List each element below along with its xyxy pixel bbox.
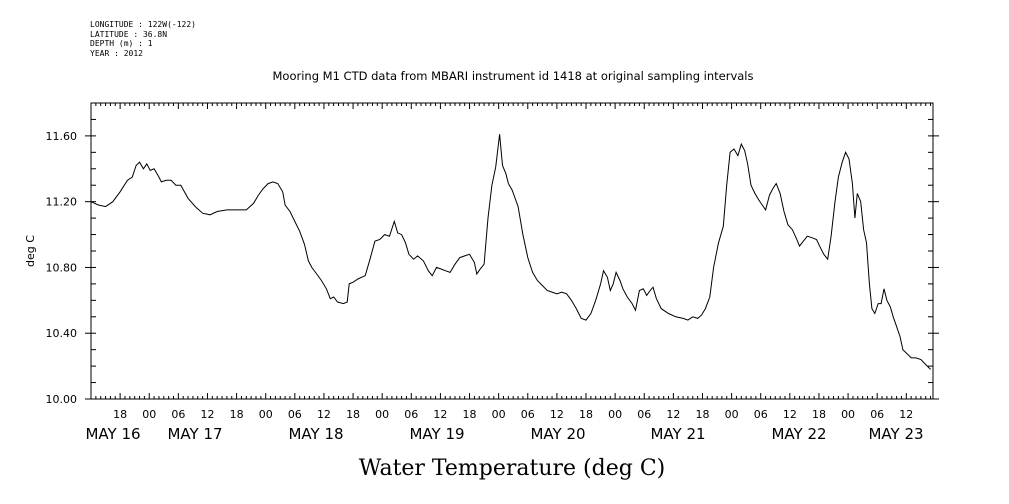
depth-label: DEPTH (m) : 1 bbox=[90, 39, 153, 48]
x-tick-label: 18 bbox=[346, 408, 360, 421]
day-label: MAY 19 bbox=[409, 425, 464, 443]
x-axis-day-labels: MAY 16 MAY 17 MAY 18 MAY 19 MAY 20 MAY 21 MAY … bbox=[85, 425, 923, 443]
x-tick-label: 18 bbox=[812, 408, 826, 421]
x-tick-label: 00 bbox=[725, 408, 739, 421]
header-info: LONGITUDE : 122W(-122) LATITUDE : 36.8N … bbox=[90, 20, 196, 58]
chart-bottom-label: Water Temperature (deg C) bbox=[359, 456, 666, 481]
plot-frame bbox=[90, 102, 934, 400]
longitude-label: LONGITUDE : 122W(-122) bbox=[90, 20, 196, 29]
x-tick-label: 12 bbox=[317, 408, 331, 421]
x-tick-label: 18 bbox=[230, 408, 244, 421]
x-tick-label: 06 bbox=[171, 408, 185, 421]
x-tick-label: 00 bbox=[492, 408, 506, 421]
day-label: MAY 17 bbox=[167, 425, 222, 443]
latitude-label: LATITUDE : 36.8N bbox=[90, 29, 168, 39]
y-tick-label: 11.60 bbox=[46, 130, 78, 143]
day-label: MAY 22 bbox=[771, 425, 826, 443]
y-tick-label: 11.20 bbox=[46, 196, 78, 209]
x-tick-label: 18 bbox=[579, 408, 593, 421]
x-tick-label: 00 bbox=[259, 408, 273, 421]
series-line bbox=[90, 134, 931, 370]
x-tick-label: 06 bbox=[754, 408, 768, 421]
x-tick-label: 06 bbox=[288, 408, 302, 421]
x-tick-label: 00 bbox=[375, 408, 389, 421]
x-tick-label: 06 bbox=[637, 408, 651, 421]
day-label: MAY 20 bbox=[530, 425, 585, 443]
x-tick-label: 00 bbox=[608, 408, 622, 421]
x-tick-label: 12 bbox=[899, 408, 913, 421]
y-axis-label: deg C bbox=[24, 235, 37, 267]
x-tick-label: 12 bbox=[200, 408, 214, 421]
x-tick-label: 18 bbox=[695, 408, 709, 421]
x-tick-label: 12 bbox=[666, 408, 680, 421]
chart-title: Mooring M1 CTD data from MBARI instrumen… bbox=[273, 69, 754, 83]
x-tick-label: 00 bbox=[142, 408, 156, 421]
x-axis-tick-labels: 18 00 06 12 18 00 06 12 18 00 06 12 18 00 06 12 18 00 06 12… bbox=[113, 408, 913, 421]
x-tick-label: 18 bbox=[463, 408, 477, 421]
y-tick-label: 10.80 bbox=[46, 261, 78, 274]
year-label: YEAR : 2012 bbox=[90, 48, 143, 58]
y-axis-tick-labels: 10.00 10.40 10.80 11.20 11.60 bbox=[46, 130, 78, 406]
x-tick-label: 12 bbox=[783, 408, 797, 421]
day-label: MAY 23 bbox=[868, 425, 923, 443]
y-tick-label: 10.40 bbox=[46, 327, 78, 340]
x-tick-label: 06 bbox=[404, 408, 418, 421]
x-tick-label: 06 bbox=[870, 408, 884, 421]
day-label: MAY 18 bbox=[288, 425, 343, 443]
day-label: MAY 16 bbox=[85, 425, 140, 443]
x-tick-label: 06 bbox=[521, 408, 535, 421]
axis-ticks bbox=[85, 102, 939, 400]
y-tick-label: 10.00 bbox=[46, 393, 78, 406]
x-tick-label: 00 bbox=[841, 408, 855, 421]
x-tick-label: 18 bbox=[113, 408, 127, 421]
x-tick-label: 12 bbox=[550, 408, 564, 421]
x-tick-label: 12 bbox=[433, 408, 447, 421]
day-label: MAY 21 bbox=[650, 425, 705, 443]
